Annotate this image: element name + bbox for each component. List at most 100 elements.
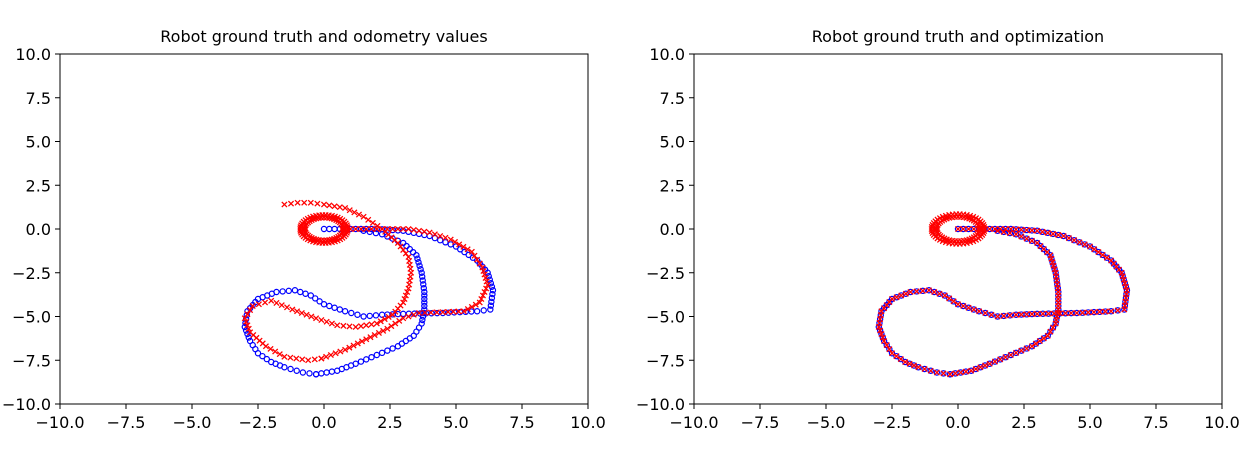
data-point (1049, 324, 1057, 331)
data-point (461, 248, 468, 256)
data-point (312, 295, 319, 302)
data-point (340, 322, 347, 329)
data-point (402, 292, 409, 299)
data-point (875, 323, 882, 331)
data-point (1091, 246, 1098, 253)
data-point (940, 370, 947, 377)
data-point (1049, 259, 1056, 266)
data-point (302, 290, 309, 297)
data-point (420, 309, 427, 317)
data-point (396, 317, 403, 324)
data-point (405, 313, 412, 320)
y-tick-label: 10.0 (15, 45, 51, 64)
data-point (336, 204, 343, 211)
data-point (368, 225, 375, 233)
data-point (433, 309, 440, 316)
data-point (957, 369, 964, 376)
data-point (893, 353, 900, 360)
data-point (263, 355, 270, 363)
data-point (1086, 243, 1094, 250)
data-point (1023, 345, 1030, 352)
data-point (471, 252, 478, 259)
data-point (298, 309, 305, 317)
data-point (447, 236, 454, 243)
data-point (1085, 309, 1092, 316)
data-point (457, 246, 464, 253)
data-point (474, 256, 481, 263)
data-point (445, 308, 452, 315)
data-point (312, 371, 320, 378)
data-point (418, 320, 425, 327)
data-point (427, 309, 434, 316)
data-point (273, 299, 280, 306)
data-point (401, 295, 408, 303)
data-point (965, 304, 972, 311)
subplot-optimization: Robot ground truth and optimization −10.… (636, 27, 1240, 432)
data-point (308, 313, 315, 320)
data-point (960, 302, 967, 310)
data-point (902, 290, 909, 297)
data-point (1099, 251, 1106, 259)
subplot-title: Robot ground truth and odometry values (160, 27, 487, 46)
data-point (465, 251, 472, 259)
data-point (419, 316, 426, 324)
data-point (994, 313, 1001, 320)
data-point (931, 288, 938, 296)
data-point (936, 290, 943, 297)
data-point (276, 351, 283, 358)
data-point (907, 288, 914, 296)
data-point (360, 313, 367, 320)
data-point (960, 302, 967, 310)
data-point (341, 308, 349, 315)
data-point (1114, 307, 1121, 314)
y-tick-label: −10.0 (2, 395, 51, 414)
data-point (1099, 251, 1106, 258)
data-point (373, 320, 380, 327)
data-point (409, 248, 417, 256)
axis-ticks: −10.0 −7.5 −5.0 −2.5 0.0 2.5 5.0 7.5 10.0 10.0 7.5… (2, 45, 606, 432)
estimate-series (947, 227, 1062, 378)
data-point (371, 331, 378, 339)
data-point (1018, 233, 1025, 240)
data-point (262, 343, 269, 350)
data-point (1000, 228, 1007, 236)
data-point (982, 309, 989, 317)
data-point (456, 241, 463, 248)
data-point (331, 304, 338, 311)
data-point (473, 308, 481, 315)
data-point (426, 229, 433, 236)
estimate-series (318, 225, 491, 362)
data-point (1000, 228, 1007, 235)
data-point (1018, 347, 1025, 354)
data-point (421, 228, 428, 235)
data-point (986, 360, 993, 367)
data-point (354, 340, 361, 347)
data-point (1034, 227, 1041, 234)
data-point (925, 287, 933, 294)
y-tick-label: −7.5 (646, 351, 685, 370)
data-point (972, 365, 979, 373)
data-point (389, 311, 396, 318)
data-point (489, 287, 497, 294)
data-point (287, 365, 294, 373)
estimate-series (297, 211, 351, 247)
data-point (1051, 266, 1058, 273)
y-tick-label: −5.0 (646, 308, 685, 327)
data-point (1023, 311, 1030, 318)
data-point (244, 311, 251, 318)
data-point (965, 304, 972, 311)
data-point (1095, 249, 1102, 256)
data-point (1073, 309, 1080, 317)
x-tick-label: 5.0 (443, 413, 468, 432)
data-point (888, 350, 896, 357)
data-point (1018, 311, 1025, 318)
y-tick-label: 0.0 (660, 220, 685, 239)
data-point (375, 329, 382, 337)
data-point (468, 303, 475, 310)
data-point (421, 288, 428, 296)
x-tick-label: −10.0 (669, 413, 718, 432)
data-point (460, 308, 467, 315)
data-point (1034, 239, 1041, 247)
x-tick-label: 7.5 (509, 413, 534, 432)
data-point (968, 367, 975, 374)
